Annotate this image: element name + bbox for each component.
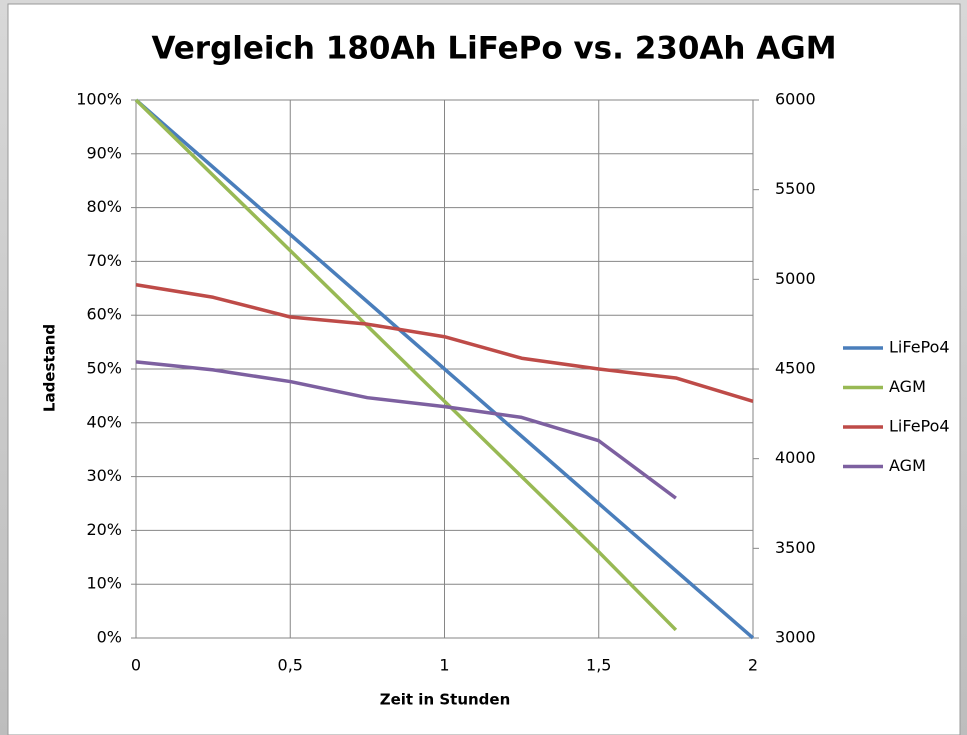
y-tick-label: 0% [97, 628, 122, 647]
y-tick-label: 40% [86, 412, 122, 431]
y-tick-label: 60% [86, 305, 122, 324]
x-tick-label: 2 [748, 656, 758, 675]
legend-label: LiFePo4 [889, 338, 950, 357]
y2-tick-label: 6000 [775, 90, 816, 109]
y-tick-label: 70% [86, 251, 122, 270]
y-tick-label: 20% [86, 520, 122, 539]
legend-label: AGM [889, 377, 926, 396]
y2-tick-label: 5000 [775, 269, 816, 288]
series-line [135, 282, 754, 403]
x-tick-label: 1 [439, 656, 449, 675]
y2-tick-label: 4500 [775, 359, 816, 378]
chart-title: Vergleich 180Ah LiFePo vs. 230Ah AGM [151, 31, 836, 67]
x-axis-title: Zeit in Stunden [380, 691, 511, 709]
y2-tick-label: 5500 [775, 179, 816, 198]
y-tick-label: 100% [76, 90, 122, 109]
y-tick-label: 10% [86, 574, 122, 593]
y-tick-label: 30% [86, 466, 122, 485]
x-tick-label: 1,5 [586, 656, 611, 675]
y-tick-label: 80% [86, 197, 122, 216]
y2-tick-label: 4000 [775, 448, 816, 467]
series-line [134, 98, 678, 632]
legend-label: AGM [889, 456, 926, 475]
x-tick-label: 0 [131, 656, 141, 675]
x-tick-label: 0,5 [278, 656, 303, 675]
legend-label: LiFePo4 [889, 417, 950, 436]
y-tick-label: 90% [86, 143, 122, 162]
y-tick-label: 50% [86, 359, 122, 378]
series-line [135, 360, 677, 500]
series-line [134, 98, 755, 640]
y2-tick-label: 3000 [775, 628, 816, 647]
plot-frame [135, 99, 754, 639]
y-axis-title: Ladestand [41, 324, 59, 412]
y2-tick-label: 3500 [775, 538, 816, 557]
